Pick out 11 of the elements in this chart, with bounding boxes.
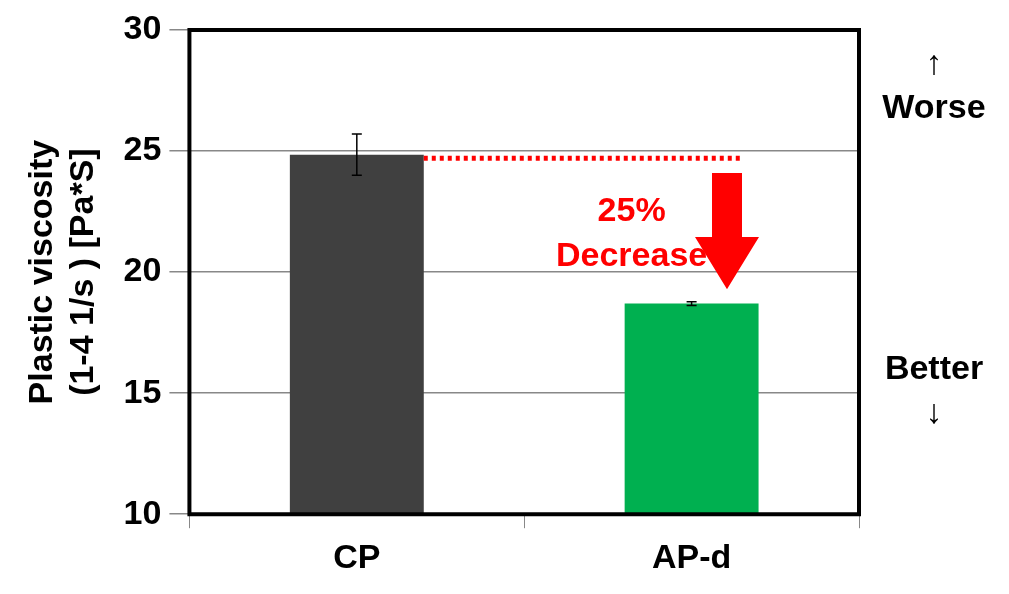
y-tick-label: 15 [123, 371, 162, 410]
y-axis-title: Plastic viscosity (1-4 1/s ) [Pa*S] [20, 139, 100, 405]
text: ↑ Worse [881, 42, 987, 128]
y-tick-label: 30 [123, 8, 162, 47]
y-tick-label: 10 [123, 492, 162, 531]
y-tick-label: 20 [123, 250, 162, 289]
x-tick-label: AP-d [651, 536, 732, 575]
x-tick-label: CP [333, 536, 381, 575]
y-tick-label: 25 [123, 129, 162, 168]
text: Better ↓ [883, 346, 985, 432]
annotation: 25% Decrease [554, 189, 709, 275]
